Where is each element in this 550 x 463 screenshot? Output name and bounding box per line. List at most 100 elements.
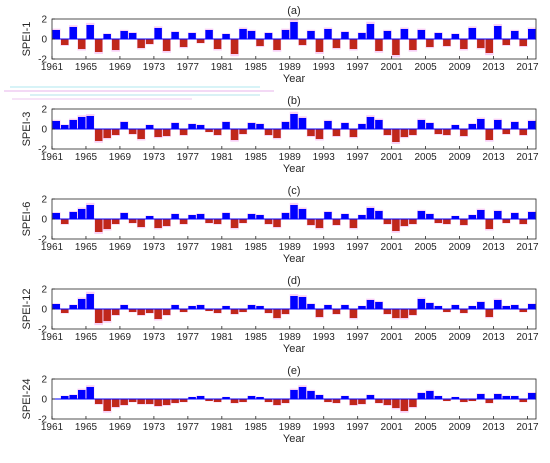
bar-mark xyxy=(468,306,477,309)
bar-mark xyxy=(111,39,120,50)
bar-mark xyxy=(426,214,434,219)
bar-mark xyxy=(341,214,349,219)
bar-mark xyxy=(417,30,426,39)
bar-mark xyxy=(324,121,332,129)
x-tick-label: 1961 xyxy=(41,62,64,73)
bar-mark xyxy=(400,219,409,226)
bar-mark xyxy=(60,396,69,399)
y-tick-label: -2 xyxy=(38,235,47,246)
bar-mark xyxy=(213,309,222,313)
bar-mark xyxy=(307,391,315,399)
bar-mark xyxy=(426,303,434,309)
bar-mark xyxy=(230,39,239,54)
bar-mark xyxy=(400,309,409,318)
bar-mark xyxy=(494,120,502,129)
x-tick-label: 1965 xyxy=(75,332,98,343)
x-tick-label: 2001 xyxy=(381,242,404,253)
bar-mark xyxy=(205,399,213,401)
bar-mark xyxy=(171,305,179,309)
bar-mark xyxy=(239,219,247,223)
bar-mark xyxy=(332,39,341,48)
bar-mark xyxy=(247,31,256,39)
bar-mark xyxy=(528,304,536,309)
bar-mark xyxy=(451,305,460,309)
bar-mark xyxy=(341,305,349,309)
bar-mark xyxy=(511,305,519,309)
bar-mark xyxy=(375,399,383,403)
bar-mark xyxy=(434,306,443,309)
x-tick-label: 1997 xyxy=(347,152,370,163)
bar-mark xyxy=(443,129,451,135)
bar-mark xyxy=(426,39,434,47)
x-tick-label: 2005 xyxy=(414,332,437,343)
bar-mark xyxy=(383,31,392,39)
bar-mark xyxy=(366,24,375,39)
x-tick-label: 1961 xyxy=(41,422,64,433)
bar-mark xyxy=(256,215,264,219)
bar-mark xyxy=(179,399,188,402)
bar-mark xyxy=(366,300,375,309)
bar-mark xyxy=(477,119,485,129)
bar-mark xyxy=(341,32,349,39)
bar-mark xyxy=(213,399,222,402)
bar-mark xyxy=(213,219,222,224)
bar-mark xyxy=(196,396,205,399)
bar-mark xyxy=(477,394,485,399)
bar-mark xyxy=(103,34,111,39)
bar-mark xyxy=(451,34,460,39)
bar-mark xyxy=(188,397,196,399)
bar-mark xyxy=(358,124,366,129)
bar-mark xyxy=(409,39,417,50)
bar-mark xyxy=(86,116,94,129)
bar-mark xyxy=(77,390,86,399)
x-tick-label: 1989 xyxy=(279,62,302,73)
bar-mark xyxy=(519,129,528,135)
x-tick-label: 2017 xyxy=(516,332,539,343)
bar-mark xyxy=(154,309,162,319)
bar-mark xyxy=(222,306,230,309)
bar-mark xyxy=(69,305,77,309)
bar-mark xyxy=(409,219,417,224)
bar-mark xyxy=(69,120,77,129)
x-tick-label: 1973 xyxy=(143,152,166,163)
bar-mark xyxy=(205,129,213,132)
y-tick-label: -2 xyxy=(38,55,47,66)
bar-mark xyxy=(307,304,315,309)
bar-mark xyxy=(468,28,477,39)
bar-mark xyxy=(103,129,111,138)
x-tick-label: 1985 xyxy=(245,422,268,433)
bar-mark xyxy=(366,208,375,219)
bar-mark xyxy=(315,309,324,317)
x-tick-label: 2013 xyxy=(482,332,505,343)
x-tick-label: 1981 xyxy=(211,242,234,253)
bar-mark xyxy=(307,31,315,39)
x-tick-label: 2009 xyxy=(448,242,471,253)
panel-spei-3: -2 0 2 1961 1965 1969 1973 1977 1981 1985 1989 1993… xyxy=(21,95,539,175)
bar-mark xyxy=(332,219,341,225)
bar-mark xyxy=(281,399,290,403)
bar-mark xyxy=(451,216,460,219)
bar-mark xyxy=(460,129,468,136)
bar-mark xyxy=(111,309,120,315)
bar-mark xyxy=(528,29,536,39)
bar-mark xyxy=(409,309,417,315)
bar-mark xyxy=(375,211,383,219)
bar-mark xyxy=(188,306,196,309)
bar-mark xyxy=(137,129,145,139)
scan-artifact-stripes xyxy=(0,84,280,102)
x-tick-label: 1981 xyxy=(211,152,234,163)
x-tick-label: 1997 xyxy=(347,242,370,253)
x-tick-label: 2009 xyxy=(448,422,471,433)
bar-mark xyxy=(298,387,307,399)
bar-mark xyxy=(298,209,307,219)
bar-mark xyxy=(358,399,366,404)
bar-mark xyxy=(426,391,434,399)
bar-mark xyxy=(409,129,417,135)
bar-mark xyxy=(77,117,86,129)
x-axis-label: Year xyxy=(283,343,306,355)
bar-mark xyxy=(239,399,247,402)
bar-mark xyxy=(179,39,188,47)
bar-mark xyxy=(511,122,519,129)
x-tick-label: 1969 xyxy=(109,332,132,343)
bar-mark xyxy=(502,129,511,134)
